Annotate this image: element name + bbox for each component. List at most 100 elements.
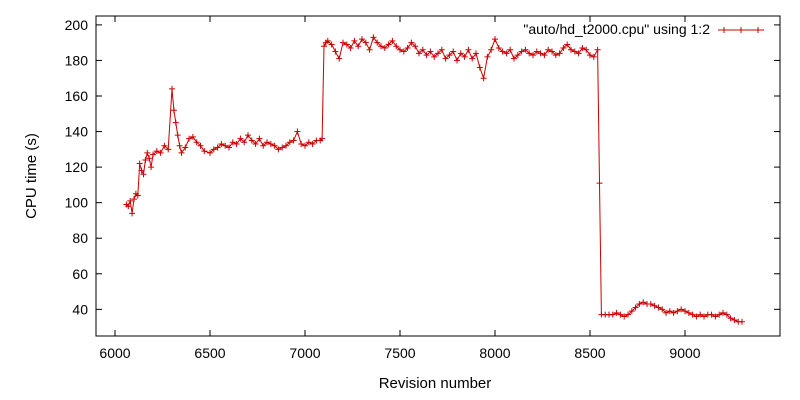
data-point <box>140 171 147 178</box>
data-point <box>201 148 208 155</box>
x-tick-label: 8500 <box>574 345 605 361</box>
data-point <box>511 55 517 62</box>
data-point <box>319 135 326 142</box>
data-point <box>193 139 200 146</box>
data-point <box>617 311 624 318</box>
data-point <box>340 39 346 46</box>
data-point <box>454 57 460 64</box>
data-point <box>172 119 179 126</box>
data-point <box>302 142 308 149</box>
data-point <box>640 299 647 306</box>
legend-marker-plus <box>721 27 727 33</box>
data-point <box>720 309 726 316</box>
x-tick-label: 7500 <box>384 345 415 361</box>
data-point <box>549 48 555 55</box>
data-point <box>256 135 263 142</box>
data-point <box>233 141 240 147</box>
data-point <box>210 146 217 153</box>
data-point <box>161 142 168 149</box>
data-point <box>587 52 593 59</box>
data-point <box>457 50 464 57</box>
data-point <box>267 141 274 147</box>
data-point <box>666 308 673 315</box>
data-point <box>157 149 164 156</box>
y-tick-label: 40 <box>72 301 88 317</box>
y-tick-label: 60 <box>72 266 88 282</box>
data-point <box>583 46 590 53</box>
data-point <box>727 315 734 322</box>
data-point <box>343 41 350 48</box>
data-point <box>309 141 316 147</box>
data-point <box>359 36 365 43</box>
data-point <box>370 34 377 41</box>
series-layer <box>123 34 745 325</box>
data-point <box>279 144 286 151</box>
data-point <box>621 313 628 320</box>
data-point <box>442 55 449 62</box>
data-point <box>298 141 305 147</box>
data-point <box>419 46 426 53</box>
data-point <box>378 43 384 50</box>
data-point <box>476 64 483 71</box>
data-point <box>435 50 441 57</box>
data-point <box>438 46 445 53</box>
data-point <box>324 37 331 44</box>
data-point <box>336 55 343 62</box>
plot-frame <box>95 15 781 337</box>
data-point <box>625 311 631 318</box>
data-point <box>222 142 229 149</box>
data-point <box>465 46 472 53</box>
data-point <box>596 180 603 187</box>
legend-label: "auto/hd_t2000.cpu" using 1:2 <box>523 21 710 37</box>
data-point <box>182 144 189 151</box>
x-ticks: 6000 6500 7000 7500 8000 8500 9000 <box>99 16 701 361</box>
data-point <box>385 41 392 48</box>
data-point <box>533 48 540 55</box>
data-point <box>731 317 738 323</box>
data-point <box>197 142 204 149</box>
data-point <box>248 137 255 144</box>
y-axis-label: CPU time (s) <box>23 133 40 219</box>
data-point <box>146 155 153 162</box>
data-point <box>176 142 183 149</box>
data-point <box>186 135 193 142</box>
data-point <box>397 46 403 53</box>
data-point <box>245 132 251 139</box>
data-point <box>739 318 745 325</box>
data-point <box>207 149 213 156</box>
data-point <box>522 46 529 53</box>
data-point <box>328 41 335 48</box>
x-tick-label: 8000 <box>479 345 510 361</box>
data-point <box>355 43 362 50</box>
data-point <box>484 53 491 60</box>
data-point <box>275 146 282 153</box>
data-point <box>271 142 278 149</box>
data-point <box>628 308 635 315</box>
data-point <box>347 45 354 51</box>
data-point <box>393 43 400 50</box>
data-point <box>408 39 415 46</box>
data-point <box>697 311 704 318</box>
data-point <box>174 132 181 139</box>
data-point <box>689 311 696 318</box>
data-point <box>712 313 719 320</box>
data-point <box>450 48 457 55</box>
data-point <box>488 46 495 53</box>
data-point <box>575 50 582 57</box>
data-point <box>381 45 388 51</box>
data-point <box>260 142 267 149</box>
data-point <box>526 50 533 57</box>
data-point <box>374 39 381 46</box>
data-point <box>170 107 177 114</box>
data-point <box>362 39 369 46</box>
data-point <box>473 50 479 57</box>
data-point <box>252 141 259 147</box>
x-tick-label: 6500 <box>194 345 225 361</box>
data-point <box>148 164 155 171</box>
data-point <box>136 160 143 167</box>
data-point <box>552 52 559 59</box>
data-point <box>142 157 149 163</box>
data-point <box>416 50 422 57</box>
data-point <box>590 53 597 60</box>
